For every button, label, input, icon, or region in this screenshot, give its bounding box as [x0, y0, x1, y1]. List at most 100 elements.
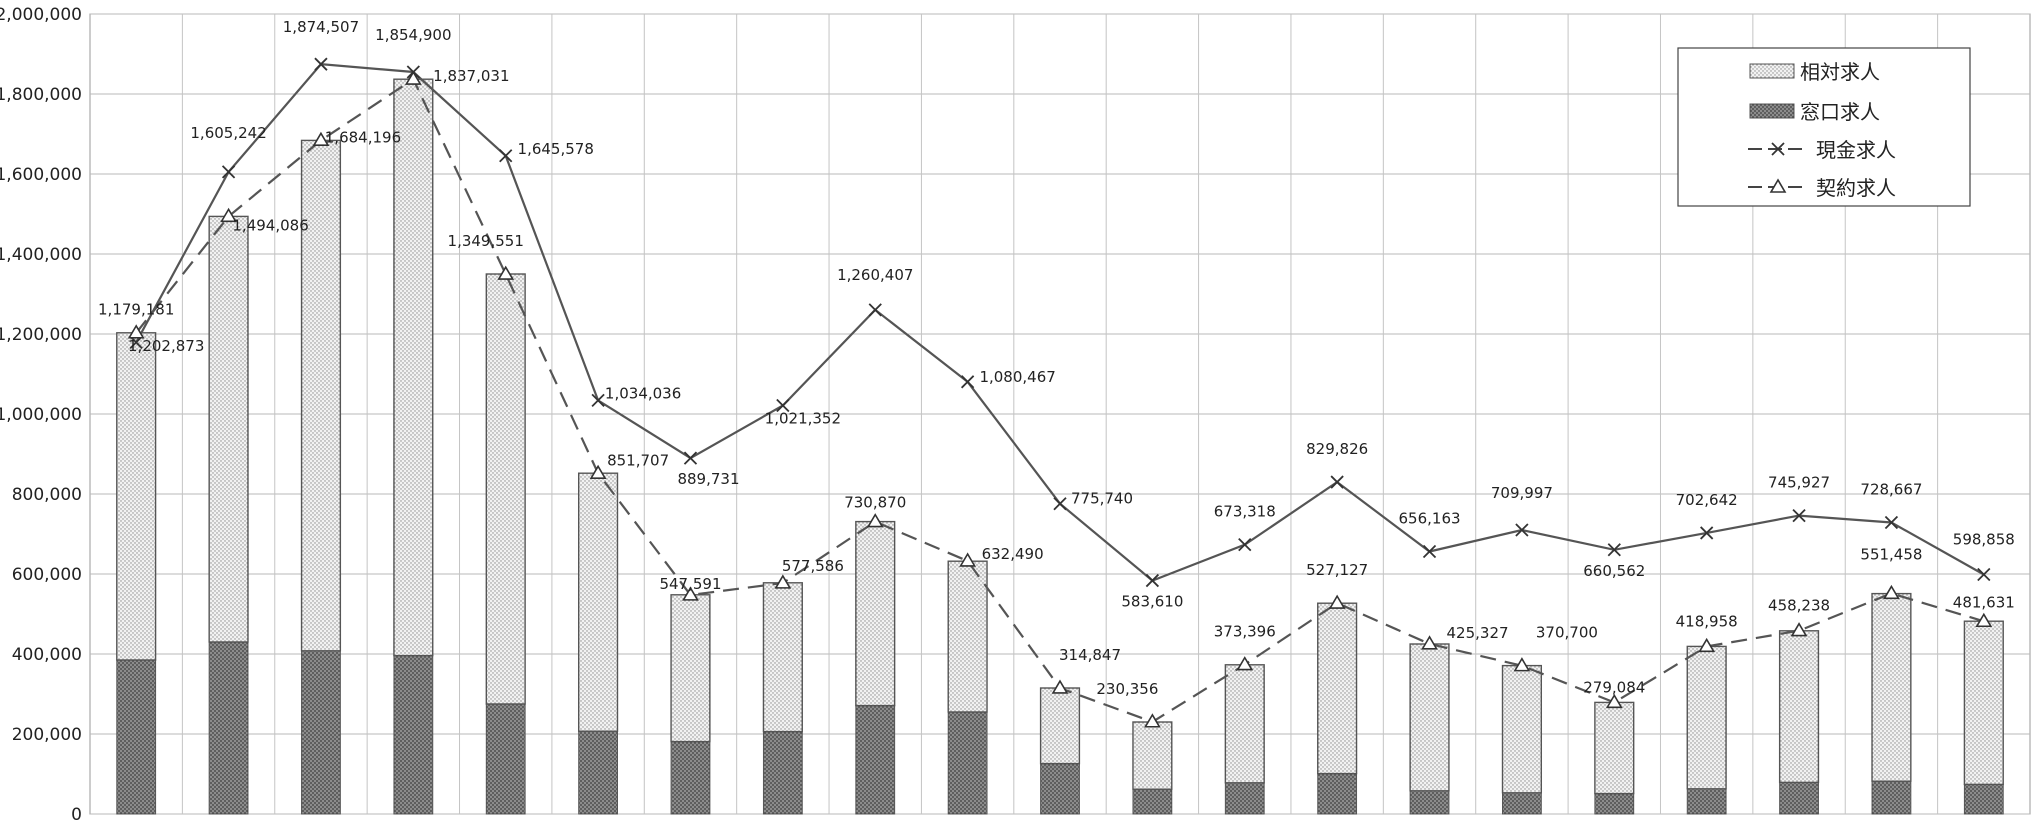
data-label-genkin: 598,858 [1953, 530, 2015, 548]
data-label-keiyaku: 279,084 [1583, 678, 1645, 696]
bar-madoguchi [1964, 784, 2003, 814]
y-tick-label: 400,000 [12, 645, 82, 665]
bar-madoguchi [856, 706, 895, 814]
legend-swatch-soutai [1750, 64, 1794, 78]
bar-soutai [948, 561, 987, 712]
bar-madoguchi [1225, 783, 1264, 814]
legend-label: 契約求人 [1816, 176, 1896, 200]
data-label-genkin: 660,562 [1583, 562, 1645, 580]
y-tick-label: 200,000 [12, 725, 82, 745]
data-label-genkin: 1,179,181 [98, 300, 174, 318]
data-label-keiyaku: 230,356 [1096, 680, 1158, 698]
bar-soutai [1780, 631, 1819, 783]
bar-madoguchi [579, 731, 618, 814]
data-label-genkin: 1,605,242 [190, 124, 266, 142]
data-label-keiyaku: 551,458 [1860, 545, 1922, 563]
bar-madoguchi [763, 732, 802, 814]
legend-swatch-madoguchi [1750, 104, 1794, 118]
bar-soutai [1595, 702, 1634, 793]
legend-label: 窓口求人 [1800, 100, 1880, 124]
bar-madoguchi [671, 742, 710, 814]
bar-soutai [763, 583, 802, 732]
data-label-genkin: 1,260,407 [837, 266, 913, 284]
bar-madoguchi [486, 704, 525, 814]
y-tick-label: 2,000,000 [0, 5, 82, 25]
bar-soutai [117, 333, 156, 660]
bar-soutai [1225, 665, 1264, 783]
bar-madoguchi [1687, 789, 1726, 814]
data-label-genkin: 1,034,036 [605, 384, 681, 402]
bar-madoguchi [1318, 774, 1357, 814]
bar-soutai [209, 216, 248, 642]
bar-madoguchi [1595, 794, 1634, 814]
bar-soutai [1872, 594, 1911, 782]
data-label-keiyaku: 373,396 [1214, 623, 1276, 641]
y-axis-tick-labels: 0 200,000 400,000 600,000 800,000 1,000,000 1,… [0, 5, 82, 824]
y-tick-label: 1,400,000 [0, 245, 82, 265]
bar-madoguchi [302, 651, 341, 814]
y-tick-label: 1,000,000 [0, 405, 82, 425]
y-tick-label: 1,800,000 [0, 85, 82, 105]
bar-soutai [1318, 603, 1357, 773]
bar-madoguchi [209, 642, 248, 814]
data-label-genkin: 673,318 [1214, 503, 1276, 521]
bar-soutai [1503, 666, 1542, 793]
y-tick-label: 1,600,000 [0, 165, 82, 185]
bar-soutai [1041, 688, 1080, 764]
data-label-genkin: 1,021,352 [765, 409, 841, 427]
bar-soutai [1133, 722, 1172, 789]
bar-madoguchi [1872, 781, 1911, 814]
bar-soutai [394, 79, 433, 655]
data-label-keiyaku: 1,202,873 [128, 337, 204, 355]
bar-madoguchi [1503, 793, 1542, 814]
bar-madoguchi [117, 660, 156, 814]
data-label-keiyaku: 527,127 [1306, 561, 1368, 579]
data-label-keiyaku: 370,700 [1536, 624, 1598, 642]
data-label-genkin: 1,854,900 [375, 26, 451, 44]
bar-madoguchi [1041, 764, 1080, 814]
bar-madoguchi [1133, 789, 1172, 814]
bar-soutai [1964, 621, 2003, 784]
data-label-keiyaku: 458,238 [1768, 597, 1830, 615]
legend-label: 相対求人 [1800, 60, 1880, 84]
data-label-genkin: 889,731 [677, 470, 739, 488]
data-label-keiyaku: 425,327 [1447, 624, 1509, 642]
data-label-genkin: 745,927 [1768, 474, 1830, 492]
data-label-genkin: 656,163 [1399, 510, 1461, 528]
data-label-genkin: 728,667 [1860, 481, 1922, 499]
data-label-keiyaku: 547,591 [659, 575, 721, 593]
data-label-keiyaku: 1,684,196 [325, 128, 401, 146]
data-label-keiyaku: 1,837,031 [433, 67, 509, 85]
y-tick-label: 0 [71, 805, 82, 824]
y-tick-label: 800,000 [12, 485, 82, 505]
bar-madoguchi [1780, 782, 1819, 814]
y-tick-label: 1,200,000 [0, 325, 82, 345]
data-label-genkin: 1,080,467 [979, 368, 1055, 386]
data-label-keiyaku: 851,707 [607, 451, 669, 469]
data-label-genkin: 583,610 [1121, 593, 1183, 611]
bar-soutai [486, 274, 525, 704]
y-tick-label: 600,000 [12, 565, 82, 585]
data-label-genkin: 702,642 [1676, 491, 1738, 509]
data-label-keiyaku: 1,349,551 [448, 232, 524, 250]
bar-madoguchi [394, 656, 433, 814]
data-label-genkin: 1,645,578 [518, 140, 594, 158]
bar-soutai [579, 473, 618, 731]
bar-madoguchi [1410, 791, 1449, 814]
bar-soutai [671, 595, 710, 742]
data-label-genkin: 1,874,507 [283, 18, 359, 36]
data-label-keiyaku: 632,490 [982, 545, 1044, 563]
data-label-genkin: 829,826 [1306, 440, 1368, 458]
data-label-keiyaku: 730,870 [844, 494, 906, 512]
data-label-keiyaku: 418,958 [1676, 612, 1738, 630]
data-label-genkin: 775,740 [1071, 490, 1133, 508]
data-label-keiyaku: 481,631 [1953, 593, 2015, 611]
data-label-keiyaku: 1,494,086 [232, 216, 308, 234]
legend-label: 現金求人 [1816, 138, 1896, 162]
data-label-keiyaku: 577,586 [782, 557, 844, 575]
bar-soutai [856, 522, 895, 706]
data-label-genkin: 709,997 [1491, 484, 1553, 502]
bar-soutai [1410, 644, 1449, 791]
